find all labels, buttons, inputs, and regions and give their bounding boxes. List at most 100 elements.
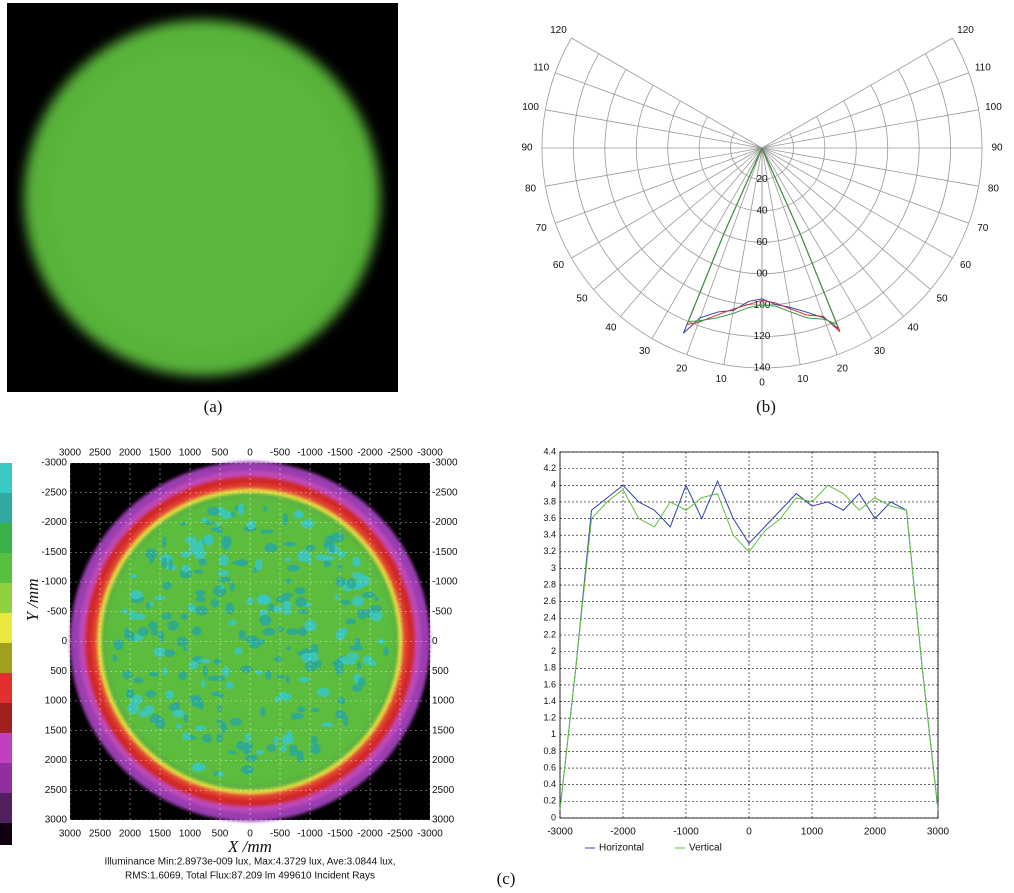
map-spot xyxy=(192,763,206,772)
y-tick-label: 0.6 xyxy=(543,762,556,772)
angle-tick-label: 120 xyxy=(957,25,974,36)
map-spot xyxy=(258,596,271,604)
map-spot xyxy=(285,557,291,562)
map-spot xyxy=(284,542,296,547)
map-spot xyxy=(221,536,231,547)
map-spot xyxy=(286,647,291,651)
x-tick-label: 500 xyxy=(212,448,229,459)
caption: Illuminance Min:2.8973e-009 lux, Max:4.3… xyxy=(104,857,395,868)
x-tick-label: -3000 xyxy=(417,829,443,840)
map-spot xyxy=(124,628,130,639)
map-spot xyxy=(349,645,362,651)
map-spot xyxy=(323,560,331,567)
map-spot xyxy=(274,736,279,746)
y-tick-label: 1500 xyxy=(45,725,68,736)
x-tick-label: 1000 xyxy=(801,827,824,838)
map-spot xyxy=(283,601,292,612)
angle-tick-label: 110 xyxy=(533,62,549,73)
map-spot xyxy=(357,662,362,670)
map-spot xyxy=(138,627,149,636)
map-spot xyxy=(357,609,367,619)
y-tick-label: 2500 xyxy=(432,785,455,796)
map-spot xyxy=(211,599,220,608)
map-spot xyxy=(198,701,204,710)
map-spot xyxy=(346,578,357,589)
angle-tick-label: 80 xyxy=(525,183,537,194)
x-tick-label: 1000 xyxy=(179,829,202,840)
angle-grid xyxy=(555,148,762,223)
y-tick-label: 3000 xyxy=(432,815,455,826)
x-tick-label: -500 xyxy=(270,448,290,459)
map-spot xyxy=(310,744,321,755)
x-tick-label: 2000 xyxy=(864,827,887,838)
map-spot xyxy=(256,750,264,755)
y-tick-label: 3 xyxy=(551,563,556,573)
map-spot xyxy=(325,542,335,547)
map-spot xyxy=(309,652,318,662)
y-tick-label: -2000 xyxy=(41,517,67,528)
map-spot xyxy=(185,536,197,543)
y-tick-label: 1.4 xyxy=(543,696,556,706)
map-spot xyxy=(213,771,217,776)
y-tick-label: 0 xyxy=(551,812,556,822)
map-spot xyxy=(267,744,277,752)
y-tick-label: -2000 xyxy=(432,517,458,528)
angle-tick-label: 100 xyxy=(522,102,539,113)
angle-tick-label: 110 xyxy=(975,62,991,73)
y-tick-label: 3.6 xyxy=(543,513,556,523)
map-spot xyxy=(148,621,158,630)
y-tick-label: 2000 xyxy=(432,755,455,766)
y-tick-label: 4.2 xyxy=(543,463,556,473)
map-spot xyxy=(352,572,363,579)
y-tick-label: -1500 xyxy=(41,547,67,558)
y-tick-label: 2.2 xyxy=(543,629,556,639)
map-spot xyxy=(167,620,179,630)
map-spot xyxy=(149,672,160,677)
map-spot xyxy=(145,690,157,697)
map-spot xyxy=(371,661,376,667)
map-spot xyxy=(162,613,172,620)
map-spot xyxy=(297,706,305,712)
y-tick-label: -500 xyxy=(432,606,452,617)
x-tick-label: -2500 xyxy=(387,829,413,840)
map-spot xyxy=(192,626,202,635)
x-tick-label: 1000 xyxy=(179,448,202,459)
map-spot xyxy=(218,771,224,777)
map-spot xyxy=(126,689,135,699)
map-spot xyxy=(225,603,235,614)
map-spot xyxy=(127,702,139,714)
map-spot xyxy=(183,647,188,651)
map-spot xyxy=(207,506,219,515)
map-spot xyxy=(230,718,242,726)
map-spot xyxy=(162,557,168,568)
map-spot xyxy=(264,543,277,552)
map-spot xyxy=(255,670,263,674)
map-spot xyxy=(149,602,153,607)
map-spot xyxy=(193,569,203,573)
y-tick-label: 0 xyxy=(432,636,438,647)
map-spot xyxy=(122,608,127,614)
map-spot xyxy=(208,675,221,681)
x-tick-label: 2500 xyxy=(89,829,112,840)
y-tick-label: 0.4 xyxy=(543,779,556,789)
angle-tick-label: 40 xyxy=(907,323,919,334)
map-spot xyxy=(230,583,235,592)
map-spot xyxy=(239,630,246,640)
map-spot xyxy=(347,652,359,661)
map-spot xyxy=(145,548,157,559)
x-tick-label: 1500 xyxy=(149,448,172,459)
y-tick-label: -3000 xyxy=(41,458,67,469)
map-spot xyxy=(122,670,132,679)
angle-grid xyxy=(555,73,762,148)
x-tick-label: 0 xyxy=(247,448,253,459)
angle-tick-label: 90 xyxy=(991,143,1003,154)
map-spot xyxy=(287,731,292,735)
map-spot xyxy=(323,556,334,561)
map-spot xyxy=(259,615,271,626)
map-spot xyxy=(299,677,309,683)
map-spot xyxy=(180,613,187,620)
map-spot xyxy=(219,555,229,567)
map-spot xyxy=(195,606,208,616)
map-spot xyxy=(158,631,164,642)
y-tick-label: 0.8 xyxy=(543,746,556,756)
